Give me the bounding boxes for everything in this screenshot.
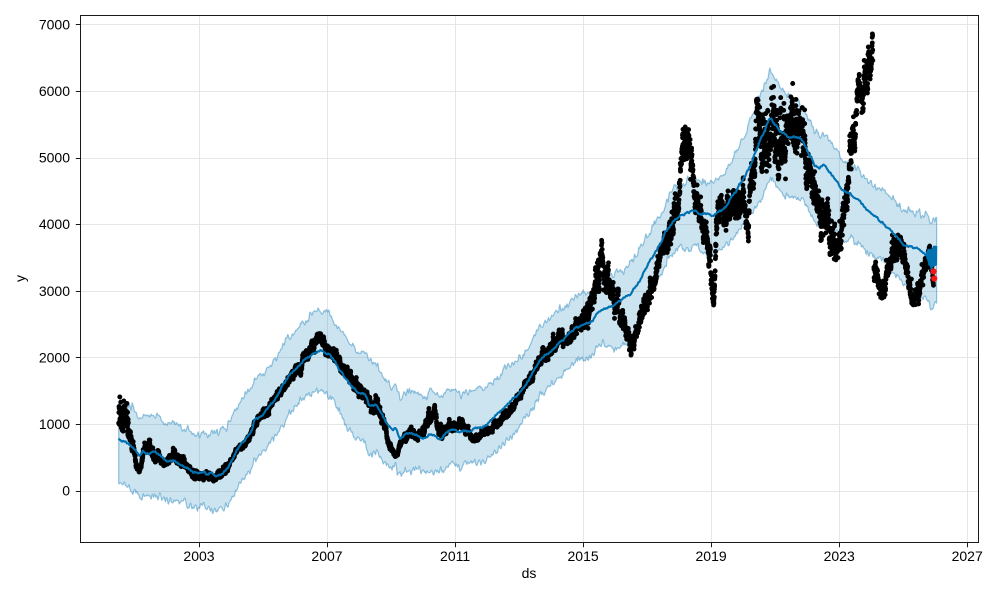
- svg-text:6000: 6000: [39, 83, 70, 99]
- svg-text:ds: ds: [522, 565, 537, 581]
- svg-text:5000: 5000: [39, 150, 70, 166]
- svg-text:7000: 7000: [39, 16, 70, 32]
- svg-text:4000: 4000: [39, 216, 70, 232]
- svg-text:2011: 2011: [440, 548, 470, 564]
- svg-text:y: y: [12, 275, 28, 282]
- svg-text:2007: 2007: [311, 548, 342, 564]
- svg-text:2027: 2027: [952, 548, 983, 564]
- svg-text:1000: 1000: [39, 416, 70, 432]
- svg-text:3000: 3000: [39, 283, 70, 299]
- svg-text:2000: 2000: [39, 349, 70, 365]
- svg-text:2015: 2015: [568, 548, 599, 564]
- svg-text:2003: 2003: [183, 548, 214, 564]
- svg-text:2019: 2019: [696, 548, 727, 564]
- svg-text:2023: 2023: [824, 548, 855, 564]
- svg-text:0: 0: [62, 483, 70, 499]
